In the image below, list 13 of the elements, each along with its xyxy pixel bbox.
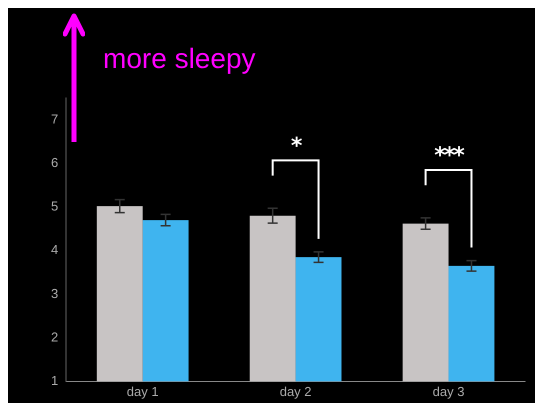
y-tick-label: 2 bbox=[50, 329, 58, 344]
text: more sleepy bbox=[103, 43, 256, 75]
y-tick-label: 6 bbox=[50, 154, 58, 170]
y-tick-label: 3 bbox=[50, 286, 58, 301]
annotation: *** bbox=[434, 144, 466, 169]
x-tick-label: day 2 bbox=[280, 384, 312, 399]
y-tick-label: 7 bbox=[50, 111, 58, 126]
x-tick-label: day 1 bbox=[126, 384, 159, 399]
y-tick-label: 4 bbox=[50, 242, 58, 258]
y-tick-label: 1 bbox=[50, 372, 58, 388]
x-tick-label: day 3 bbox=[432, 384, 464, 399]
y-tick-label: 5 bbox=[50, 198, 58, 214]
annotation: * bbox=[290, 134, 303, 160]
